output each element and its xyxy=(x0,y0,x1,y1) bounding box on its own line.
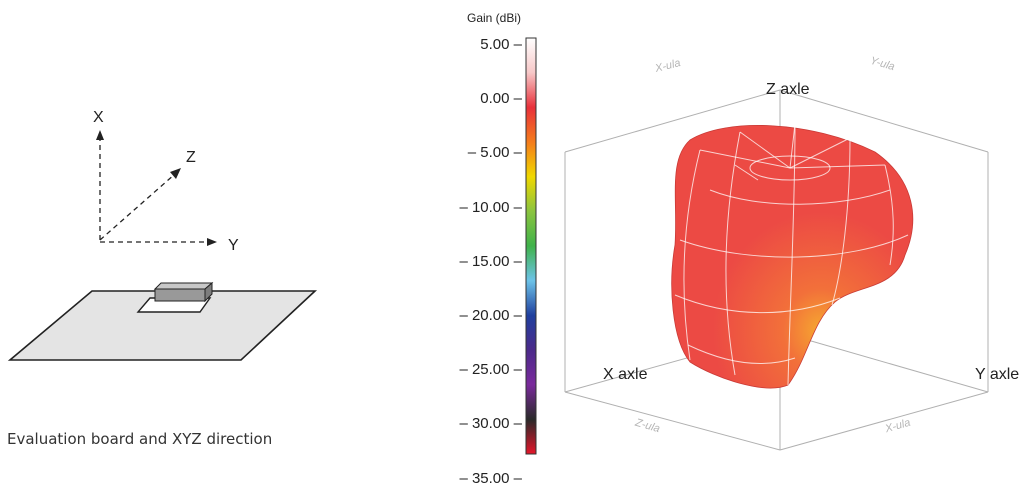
color-scale-bar xyxy=(525,37,537,455)
z-axis-label: Z xyxy=(186,149,196,166)
scale-title: Gain (dBi) xyxy=(467,11,522,25)
x-axis-arrow xyxy=(96,130,104,140)
antenna-chip-front xyxy=(154,288,206,302)
scale-tick-label: – 30.00 – xyxy=(459,415,522,433)
radiation-pattern-plot xyxy=(564,89,989,451)
scale-tick-label: – 5.00 – xyxy=(467,144,522,162)
scale-tick-label: – 10.00 – xyxy=(459,198,522,216)
y-axis-label: Y xyxy=(228,237,239,254)
evaluation-board xyxy=(7,290,318,361)
scale-tick-label: – 35.00 – xyxy=(459,469,522,487)
surface-mesh xyxy=(674,123,909,386)
scale-tick-label: 0.00 – xyxy=(480,90,522,108)
scale-tick-label: – 25.00 – xyxy=(459,361,522,379)
scale-tick-label: – 20.00 – xyxy=(459,307,522,324)
z-axis-line xyxy=(99,173,176,241)
x-axle-label: X axle xyxy=(603,366,648,383)
y-axis-arrow xyxy=(207,238,217,246)
antenna-chip-top xyxy=(153,282,214,290)
color-scale-fill xyxy=(525,37,537,455)
scale-tick-label: 5.00 – xyxy=(480,36,522,53)
antenna-chip-side xyxy=(204,281,213,303)
z-axle-label: Z axle xyxy=(766,81,810,98)
scale-tick-label: – 15.00 – xyxy=(459,252,522,270)
x-axis-label: X xyxy=(93,109,104,126)
y-axle-label: Y axle xyxy=(975,366,1020,383)
board-diagram: X Z Y xyxy=(7,109,318,361)
board-caption: Evaluation board and XYZ direction xyxy=(7,430,273,448)
z-axis-arrow xyxy=(170,168,181,179)
